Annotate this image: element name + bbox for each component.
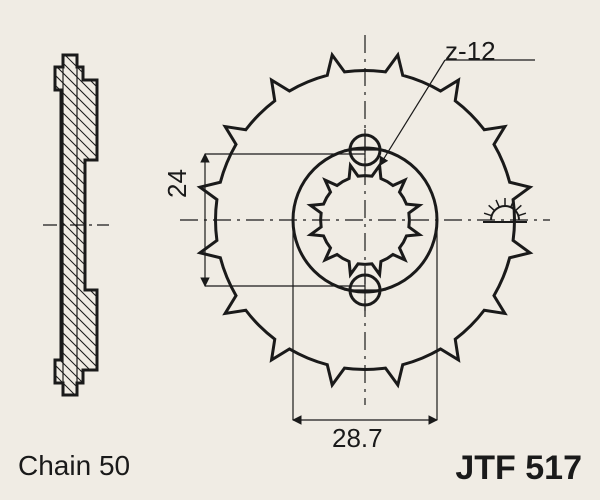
dim-287-label: 28.7 bbox=[332, 423, 383, 454]
side-view bbox=[35, 0, 117, 500]
sprocket-face-view bbox=[180, 35, 550, 405]
teeth-count-label: z-12 bbox=[445, 36, 496, 67]
sun-ray-5 bbox=[489, 205, 495, 210]
sun-ray-6 bbox=[484, 213, 492, 215]
drawing-page: Chain 50 JTF 517 24 28.7 z-12 bbox=[0, 0, 600, 500]
sun-ray-4 bbox=[496, 200, 499, 207]
dim-24-label: 24 bbox=[162, 169, 193, 198]
chain-label: Chain 50 bbox=[18, 450, 130, 482]
sun-ray-1 bbox=[515, 205, 521, 210]
sun-ray-0 bbox=[518, 213, 526, 215]
part-number: JTF 517 bbox=[455, 449, 582, 488]
hatching bbox=[35, 0, 117, 500]
z12-leader bbox=[380, 60, 445, 166]
drawing-svg bbox=[0, 0, 600, 500]
